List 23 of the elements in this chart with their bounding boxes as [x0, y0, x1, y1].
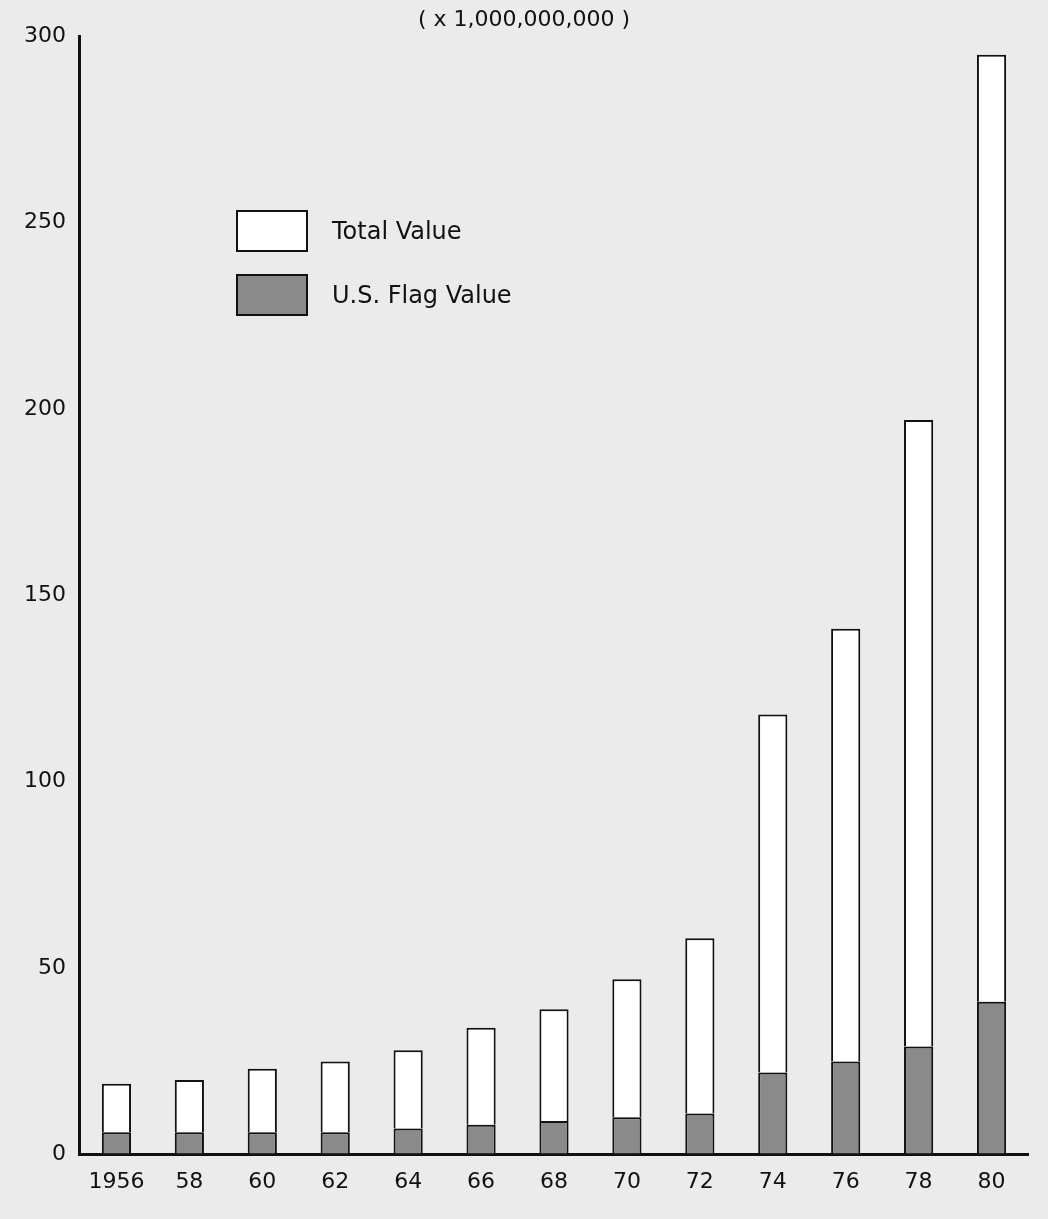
y-tick-label: 0: [51, 1140, 66, 1166]
y-tick-label: 100: [23, 767, 66, 793]
legend-label: Total Value: [332, 217, 462, 245]
y-tick-label: 50: [37, 953, 66, 979]
x-tick-label: 62: [321, 1167, 350, 1193]
x-tick-label: 58: [175, 1167, 204, 1193]
x-tick-label: 64: [394, 1167, 423, 1193]
y-tick-label: 150: [23, 581, 66, 607]
x-tick-label: 78: [904, 1167, 933, 1193]
x-tick-label: 1956: [88, 1167, 145, 1193]
x-tick-label: 72: [685, 1167, 714, 1193]
chart-title: ( x 1,000,000,000 ): [417, 6, 631, 31]
y-tick-label: 250: [23, 208, 66, 234]
x-tick-label: 80: [977, 1167, 1006, 1193]
x-tick-label: 74: [758, 1167, 787, 1193]
x-tick-label: 60: [248, 1167, 277, 1193]
legend-label: U.S. Flag Value: [332, 281, 512, 309]
y-tick-label: 200: [23, 394, 66, 420]
y-tick-label: 300: [23, 21, 66, 47]
x-tick-label: 76: [831, 1167, 860, 1193]
x-tick-label: 66: [467, 1167, 496, 1193]
x-tick-label: 68: [540, 1167, 568, 1193]
x-tick-label: 70: [612, 1167, 641, 1193]
